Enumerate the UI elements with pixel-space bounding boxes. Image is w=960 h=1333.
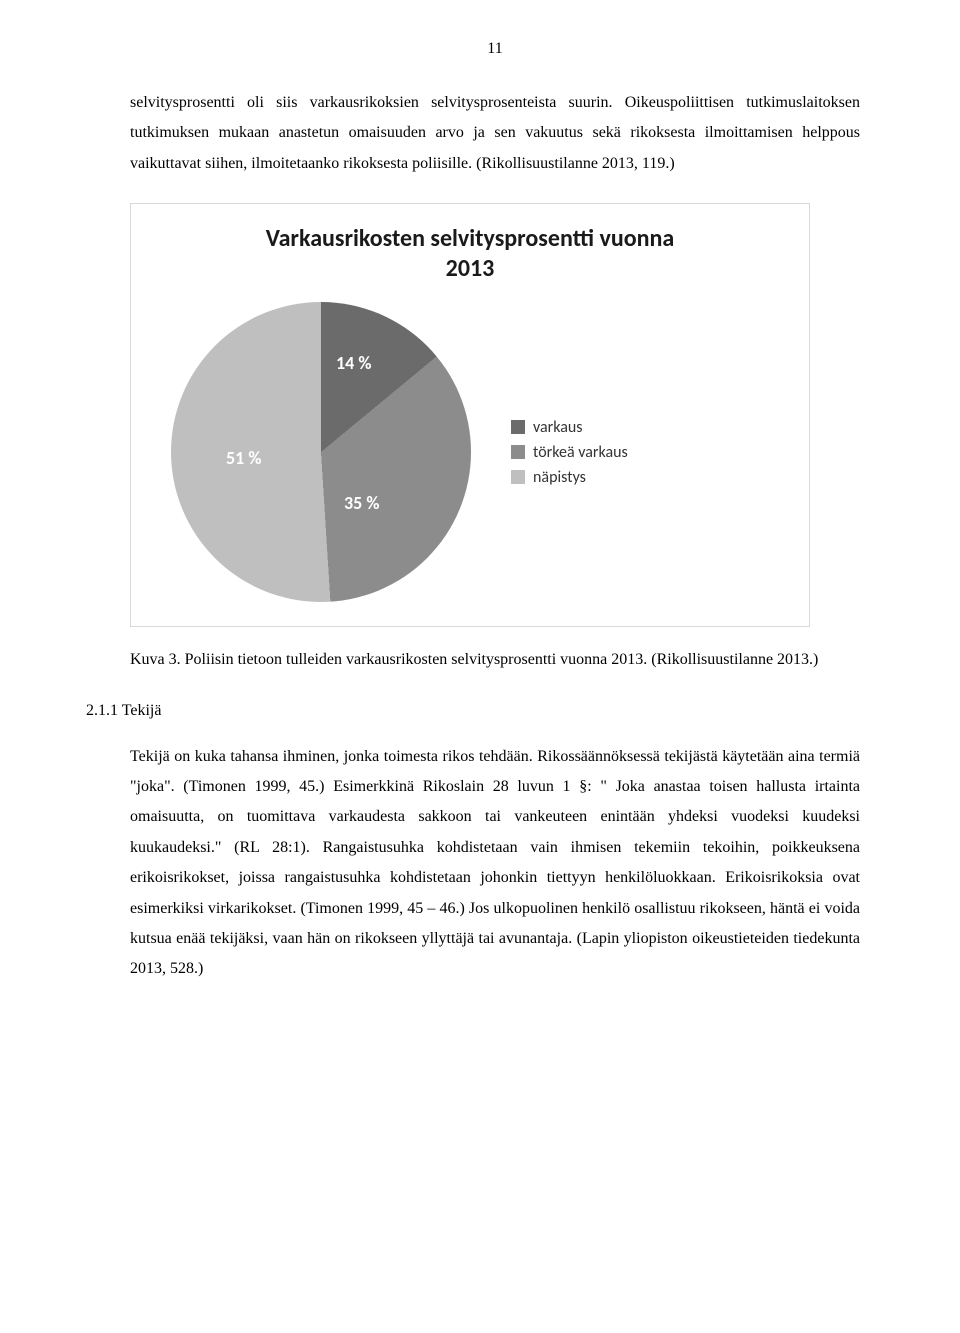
page-number: 11: [130, 40, 860, 58]
legend-item-napistys: näpistys: [511, 468, 628, 487]
pie-chart-container: Varkausrikosten selvitysprosentti vuonna…: [130, 203, 810, 627]
legend-item-torkea: törkeä varkaus: [511, 443, 628, 462]
intro-paragraph: selvitysprosentti oli siis varkausrikoks…: [130, 88, 860, 179]
legend-swatch-icon: [511, 470, 525, 484]
figure-caption: Kuva 3. Poliisin tietoon tulleiden varka…: [130, 645, 860, 675]
legend-label: törkeä varkaus: [533, 443, 628, 462]
legend-label: varkaus: [533, 418, 583, 437]
legend-swatch-icon: [511, 445, 525, 459]
chart-title-line2: 2013: [446, 254, 495, 283]
legend-swatch-icon: [511, 420, 525, 434]
pie-label-varkaus: 14 %: [336, 352, 371, 374]
section-title: Tekijä: [122, 702, 162, 719]
section-number: 2.1.1: [86, 702, 118, 719]
legend-item-varkaus: varkaus: [511, 418, 628, 437]
section-heading: 2.1.1 Tekijä: [86, 702, 860, 720]
pie-wrap: 14 % 35 % 51 %: [171, 302, 471, 602]
chart-title-line1: Varkausrikosten selvitysprosentti vuonna: [266, 224, 675, 253]
pie-label-torkea: 35 %: [344, 492, 379, 514]
chart-legend: varkaus törkeä varkaus näpistys: [511, 412, 628, 493]
body-paragraph: Tekijä on kuka tahansa ihminen, jonka to…: [130, 742, 860, 985]
legend-label: näpistys: [533, 468, 586, 487]
chart-title: Varkausrikosten selvitysprosentti vuonna…: [151, 224, 789, 284]
pie-chart: [171, 302, 471, 602]
pie-label-napistys: 51 %: [226, 447, 261, 469]
chart-body: 14 % 35 % 51 % varkaus törkeä varkaus nä…: [151, 302, 789, 602]
